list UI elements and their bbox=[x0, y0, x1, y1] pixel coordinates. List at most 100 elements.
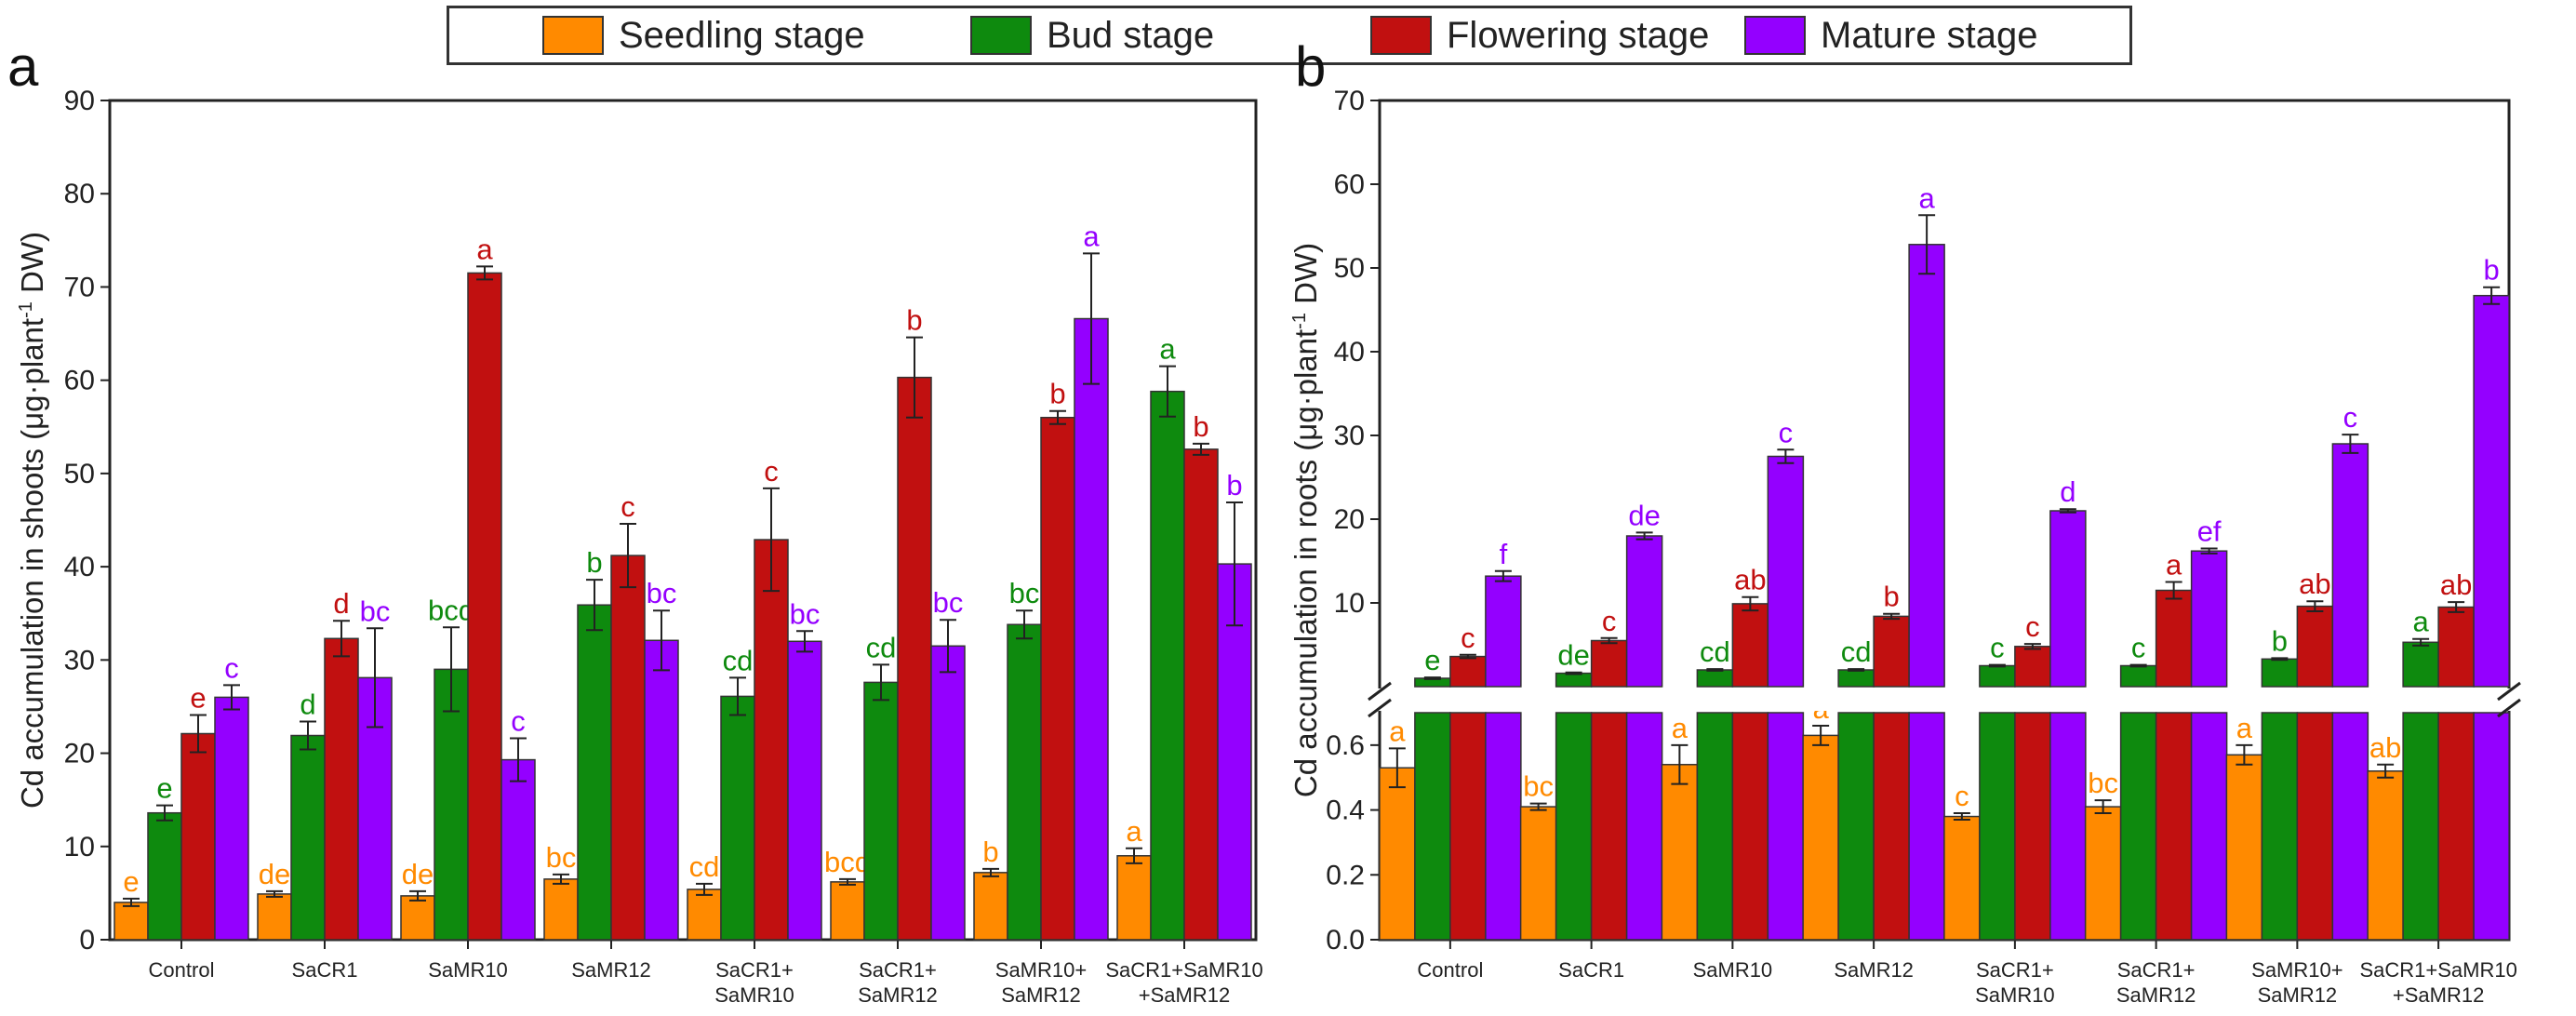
bar-a-flowering bbox=[610, 555, 646, 941]
significance-letter-b: c bbox=[2131, 632, 2146, 664]
x-category-label-b: SaCR1+ bbox=[2117, 958, 2196, 982]
legend-label-bud: Bud stage bbox=[1047, 14, 1215, 56]
significance-letter-a: b bbox=[1049, 378, 1065, 410]
bar-a-flowering bbox=[897, 376, 932, 941]
bar-b-mature-upper bbox=[2331, 443, 2369, 688]
bar-b-bud-upper bbox=[1555, 672, 1593, 688]
bar-a-bud bbox=[1007, 623, 1042, 941]
significance-letter-a: e bbox=[190, 681, 206, 714]
significance-letter-b: e bbox=[1424, 644, 1440, 676]
bar-b-flowering-lower bbox=[2014, 712, 2051, 941]
bar-a-seedling bbox=[543, 878, 579, 941]
significance-letter-b: ab bbox=[2369, 731, 2401, 764]
y-tick-label-b-lower: 0.6 bbox=[1326, 730, 1365, 761]
bar-b-mature-lower bbox=[2190, 712, 2228, 941]
significance-letter-a: c bbox=[764, 455, 779, 488]
y-axis-title-b-sup: -1 bbox=[1289, 313, 1310, 329]
y-tick-label-a: 40 bbox=[64, 552, 95, 582]
panel-letter-b: b bbox=[1295, 35, 1326, 98]
bar-b-mature-upper bbox=[1767, 455, 1805, 688]
significance-letter-a: b bbox=[1226, 469, 1242, 501]
bar-b-bud-lower bbox=[1696, 712, 1734, 941]
significance-letter-a: a bbox=[1126, 815, 1142, 848]
bar-a-bud bbox=[577, 604, 612, 941]
bar-a-bud bbox=[290, 734, 326, 941]
bar-b-flowering-upper bbox=[2014, 646, 2051, 688]
y-tick-label-b-upper: 60 bbox=[1334, 169, 1365, 200]
bar-b-bud-upper bbox=[2119, 664, 2157, 688]
significance-letter-a: bc bbox=[933, 586, 964, 619]
significance-letter-a: bc bbox=[546, 841, 577, 874]
significance-letter-a: c bbox=[224, 651, 239, 684]
bar-b-mature-lower bbox=[1485, 712, 1522, 941]
axis-break-mark bbox=[2497, 681, 2521, 702]
y-tick-label-a: 80 bbox=[64, 179, 95, 209]
significance-letter-b: ef bbox=[2197, 515, 2222, 548]
bar-b-seedling bbox=[2367, 769, 2404, 941]
y-tick-label-b-upper: 20 bbox=[1334, 504, 1365, 535]
significance-letter-a: b bbox=[586, 546, 602, 579]
legend-label-seedling: Seedling stage bbox=[619, 14, 865, 56]
x-category-label-b: SaCR1+SaMR10 bbox=[2359, 958, 2516, 982]
significance-letter-a: bc bbox=[360, 595, 391, 627]
bar-a-flowering bbox=[324, 637, 359, 941]
bar-b-mature-upper bbox=[1625, 535, 1663, 688]
y-tick-label-b-lower: 0.0 bbox=[1326, 925, 1365, 956]
y-tick-label-a: 10 bbox=[64, 832, 95, 862]
significance-letter-a: a bbox=[1083, 220, 1100, 252]
significance-letter-a: b bbox=[906, 304, 922, 337]
plot-frame-a bbox=[108, 99, 1258, 942]
bar-b-mature-lower bbox=[2473, 712, 2510, 941]
bar-b-flowering-upper bbox=[1731, 603, 1769, 688]
y-axis-title-a-main: Cd accumulation in shoots (μg·plant bbox=[15, 318, 49, 809]
y-tick-label-a: 30 bbox=[64, 645, 95, 675]
significance-letter-b: c bbox=[2025, 610, 2040, 643]
x-category-label-a: SaMR12 bbox=[858, 983, 938, 1007]
significance-letter-a: b bbox=[1193, 410, 1208, 443]
x-category-label-a: SaMR12 bbox=[1001, 983, 1081, 1007]
bar-a-bud bbox=[147, 811, 182, 941]
legend-swatch-bud bbox=[970, 16, 1032, 55]
significance-letter-a: cd bbox=[689, 850, 720, 883]
bar-b-seedling bbox=[2084, 806, 2122, 941]
significance-letter-a: bc bbox=[647, 577, 677, 609]
y-tick-label-b-upper: 10 bbox=[1334, 588, 1365, 619]
bar-b-mature-lower bbox=[2331, 712, 2369, 941]
y-tick-label-a: 0 bbox=[79, 925, 95, 956]
bar-b-seedling bbox=[1661, 764, 1699, 941]
x-category-label-a: +SaMR12 bbox=[1139, 983, 1230, 1007]
significance-letter-a: d bbox=[333, 587, 349, 620]
bar-b-bud-upper bbox=[1837, 669, 1875, 688]
panel-a-shoots: 0 10 20 30 40 50 60 70 80 90 Cd accumulation in sh… bbox=[15, 86, 1263, 1007]
significance-letter-b: c bbox=[1955, 780, 1969, 812]
bar-b-flowering-upper bbox=[2155, 589, 2193, 688]
x-category-label-a: SaCR1+ bbox=[859, 958, 937, 982]
x-category-label-a: SaMR10 bbox=[714, 983, 794, 1007]
bar-b-flowering-lower bbox=[2155, 712, 2193, 941]
significance-letter-b: cd bbox=[1841, 635, 1872, 668]
x-category-label-b: SaMR12 bbox=[2116, 983, 2196, 1007]
axis-break-mark bbox=[1368, 681, 1392, 702]
y-axis-title-a: Cd accumulation in shoots (μg·plant-1 DW… bbox=[15, 232, 49, 809]
bar-b-mature-upper bbox=[2190, 550, 2228, 688]
bar-a-seedling bbox=[1116, 855, 1152, 941]
x-category-label-a: SaMR10+ bbox=[995, 958, 1087, 982]
bar-b-seedling bbox=[1802, 734, 1839, 941]
bar-b-flowering-upper bbox=[1873, 615, 1910, 688]
axis-break-band bbox=[1367, 688, 2522, 711]
x-category-label-b: SaMR10 bbox=[1693, 958, 1773, 982]
significance-letter-b: c bbox=[1990, 632, 2005, 664]
bar-b-bud-upper bbox=[2402, 641, 2439, 688]
x-category-label-b: SaMR12 bbox=[2258, 983, 2338, 1007]
y-tick-label-a: 50 bbox=[64, 459, 95, 489]
bar-a-bud bbox=[434, 668, 469, 941]
y-tick-label-a: 60 bbox=[64, 366, 95, 396]
bar-a-mature bbox=[787, 640, 822, 941]
significance-letter-b: b bbox=[2272, 624, 2288, 657]
bar-b-flowering-upper bbox=[1590, 639, 1628, 688]
significance-letter-b: cd bbox=[1700, 635, 1730, 668]
x-category-label-a: SaCR1 bbox=[292, 958, 358, 982]
legend-item-bud: Bud stage bbox=[970, 8, 1214, 62]
x-category-label-b: SaCR1+ bbox=[1976, 958, 2054, 982]
